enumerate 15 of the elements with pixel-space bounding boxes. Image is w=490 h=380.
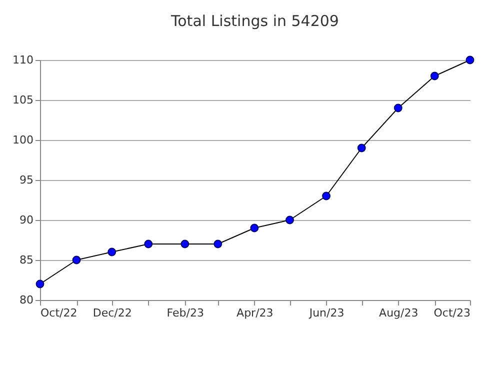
y-tick-label: 95 bbox=[20, 174, 34, 186]
x-tick-label: Jun/23 bbox=[308, 306, 344, 320]
x-tick-label: Dec/22 bbox=[92, 306, 132, 320]
y-tick-label: 90 bbox=[20, 214, 34, 226]
x-tick-label: Oct/23 bbox=[434, 306, 470, 320]
y-tick-label: 105 bbox=[12, 94, 34, 106]
x-tick-label: Oct/22 bbox=[40, 306, 78, 320]
chart-title: Total Listings in 54209 bbox=[170, 12, 339, 30]
y-tick-label: 110 bbox=[12, 54, 34, 66]
y-tick-label: 85 bbox=[20, 254, 34, 266]
y-tick-label: 80 bbox=[20, 294, 34, 306]
x-tick-label: Aug/23 bbox=[379, 306, 418, 320]
y-tick-label: 100 bbox=[12, 134, 34, 146]
x-tick-label: Apr/23 bbox=[236, 306, 274, 320]
x-tick-label: Feb/23 bbox=[166, 306, 204, 320]
